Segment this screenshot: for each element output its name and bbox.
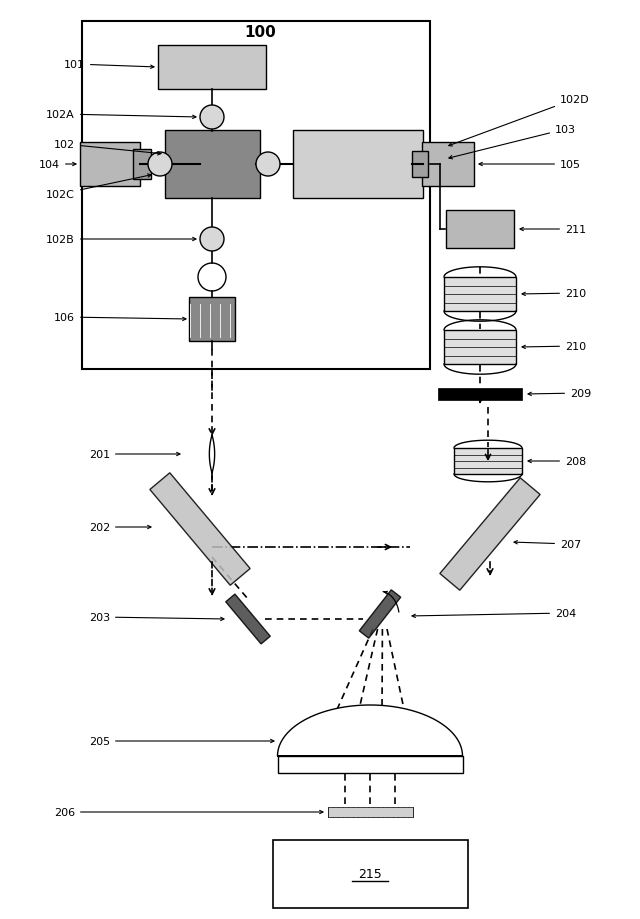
Bar [444,331,516,365]
Text: 215: 215 [358,868,382,880]
Text: 102C: 102C [46,175,151,199]
Ellipse shape [148,153,172,176]
Text: 201: 201 [89,449,180,460]
Ellipse shape [200,228,224,252]
Text: 100: 100 [244,25,276,40]
Text: 203: 203 [89,612,224,622]
Polygon shape [359,590,401,639]
Text: 206: 206 [54,807,323,817]
Bar [273,840,467,908]
Text: 205: 205 [89,736,274,746]
Bar [80,142,140,187]
Text: 209: 209 [528,389,591,399]
Text: 106: 106 [54,312,186,323]
Bar [278,756,463,773]
Bar [446,210,514,249]
Bar [444,278,516,312]
Text: 210: 210 [522,289,586,299]
Bar [454,448,522,474]
Text: 102B: 102B [46,234,196,244]
Text: 210: 210 [522,342,586,352]
Ellipse shape [256,153,280,176]
Bar [133,150,151,180]
Bar [82,22,430,369]
Bar [189,298,235,342]
Polygon shape [440,478,540,591]
Bar [438,389,522,401]
Polygon shape [278,705,463,756]
Bar [158,46,266,90]
Ellipse shape [200,106,224,130]
Bar [328,807,413,817]
Bar [422,142,474,187]
Bar [412,152,428,177]
Polygon shape [209,436,214,473]
Bar [293,130,423,199]
Polygon shape [226,595,270,644]
Polygon shape [150,473,250,585]
Text: 204: 204 [412,608,576,618]
Text: 103: 103 [449,125,576,160]
Text: 211: 211 [520,225,586,234]
Text: 202: 202 [89,522,151,532]
Text: 105: 105 [479,160,581,170]
Text: 102: 102 [54,140,161,155]
Text: 208: 208 [528,457,586,467]
Text: 207: 207 [514,539,581,550]
Text: 101: 101 [64,60,154,70]
Bar [164,130,259,199]
Text: 104: 104 [39,160,76,170]
Text: 102A: 102A [46,110,196,119]
Text: 102D: 102D [449,95,589,147]
